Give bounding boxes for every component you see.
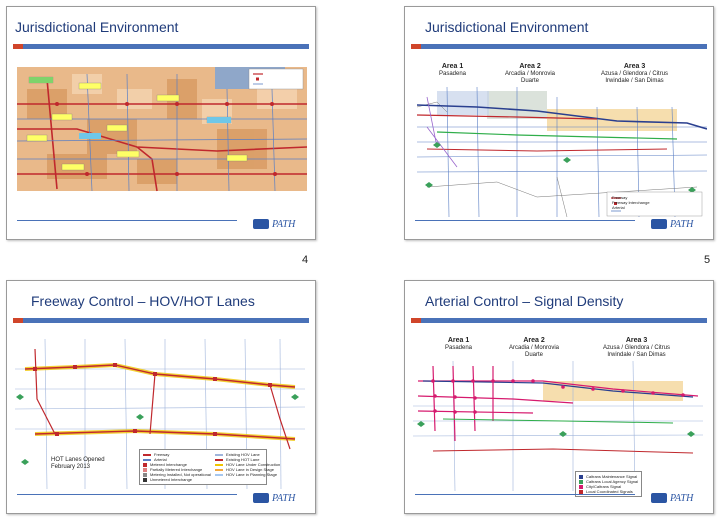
path-logo: PATH: [651, 217, 693, 231]
caltrans-logo-icon: [651, 219, 667, 229]
signal-density-map: [413, 361, 703, 491]
area-3-label: Area 3 Azusa / Glendora / Citrus Irwindal…: [603, 337, 671, 358]
slide-2[interactable]: Jurisdictional Environment Area 1 Pasaden…: [404, 6, 714, 240]
slide-1[interactable]: Jurisdictional Environment: [6, 6, 316, 240]
signal-legend: Caltrans Maintenance Signal Caltrans Loc…: [575, 471, 643, 497]
footer-rule: [415, 220, 635, 221]
footer-rule: [17, 494, 237, 495]
area-2-label: Area 2 Arcadia / Monrovia Duarte: [509, 337, 560, 358]
slide-title: Jurisdictional Environment: [425, 19, 589, 35]
hot-lanes-caption: HOT Lanes Opened February 2013: [51, 457, 105, 470]
path-logo: PATH: [651, 491, 693, 505]
legend-freeway: Freeway: [612, 195, 628, 200]
caltrans-logo-icon: [253, 219, 269, 229]
map-legend: Freeway Existing HOV Lane Arterial Exist…: [139, 449, 280, 485]
footer-rule: [415, 494, 635, 495]
path-logo: PATH: [253, 217, 295, 231]
slide-4[interactable]: Arterial Control – Signal Density Area 1…: [404, 280, 714, 514]
title-bar: [411, 44, 707, 49]
slide-title: Freeway Control – HOV/HOT Lanes: [31, 293, 255, 309]
jurisdiction-map: [17, 67, 307, 192]
path-logo: PATH: [253, 491, 295, 505]
slide-3[interactable]: Freeway Control – HOV/HOT Lanes HOT Lane…: [6, 280, 316, 514]
caltrans-logo-icon: [651, 493, 667, 503]
footer-rule: [17, 220, 237, 221]
area-1-label: Area 1 Pasadena: [445, 337, 473, 351]
title-bar: [13, 44, 309, 49]
legend-arterial: Arterial: [612, 205, 625, 210]
page-number-5: 5: [704, 254, 711, 266]
title-bar: [13, 318, 309, 323]
legend-interchange: Freeway Interchange: [612, 200, 650, 205]
map-legend: Freeway Freeway Interchange Arterial: [609, 193, 653, 212]
caltrans-logo-icon: [253, 493, 269, 503]
area-map: [417, 87, 707, 217]
slide-title: Jurisdictional Environment: [15, 19, 179, 35]
area-1-label: Area 1 Pasadena: [439, 63, 467, 77]
title-bar: [411, 318, 707, 323]
page-number-4: 4: [302, 254, 309, 266]
area-2-label: Area 2 Arcadia / Monrovia Duarte: [505, 63, 556, 84]
area-3-label: Area 3 Azusa / Glendora / Citrus Irwindal…: [601, 63, 669, 84]
hov-hot-map: [15, 339, 305, 489]
slide-title: Arterial Control – Signal Density: [425, 293, 624, 309]
